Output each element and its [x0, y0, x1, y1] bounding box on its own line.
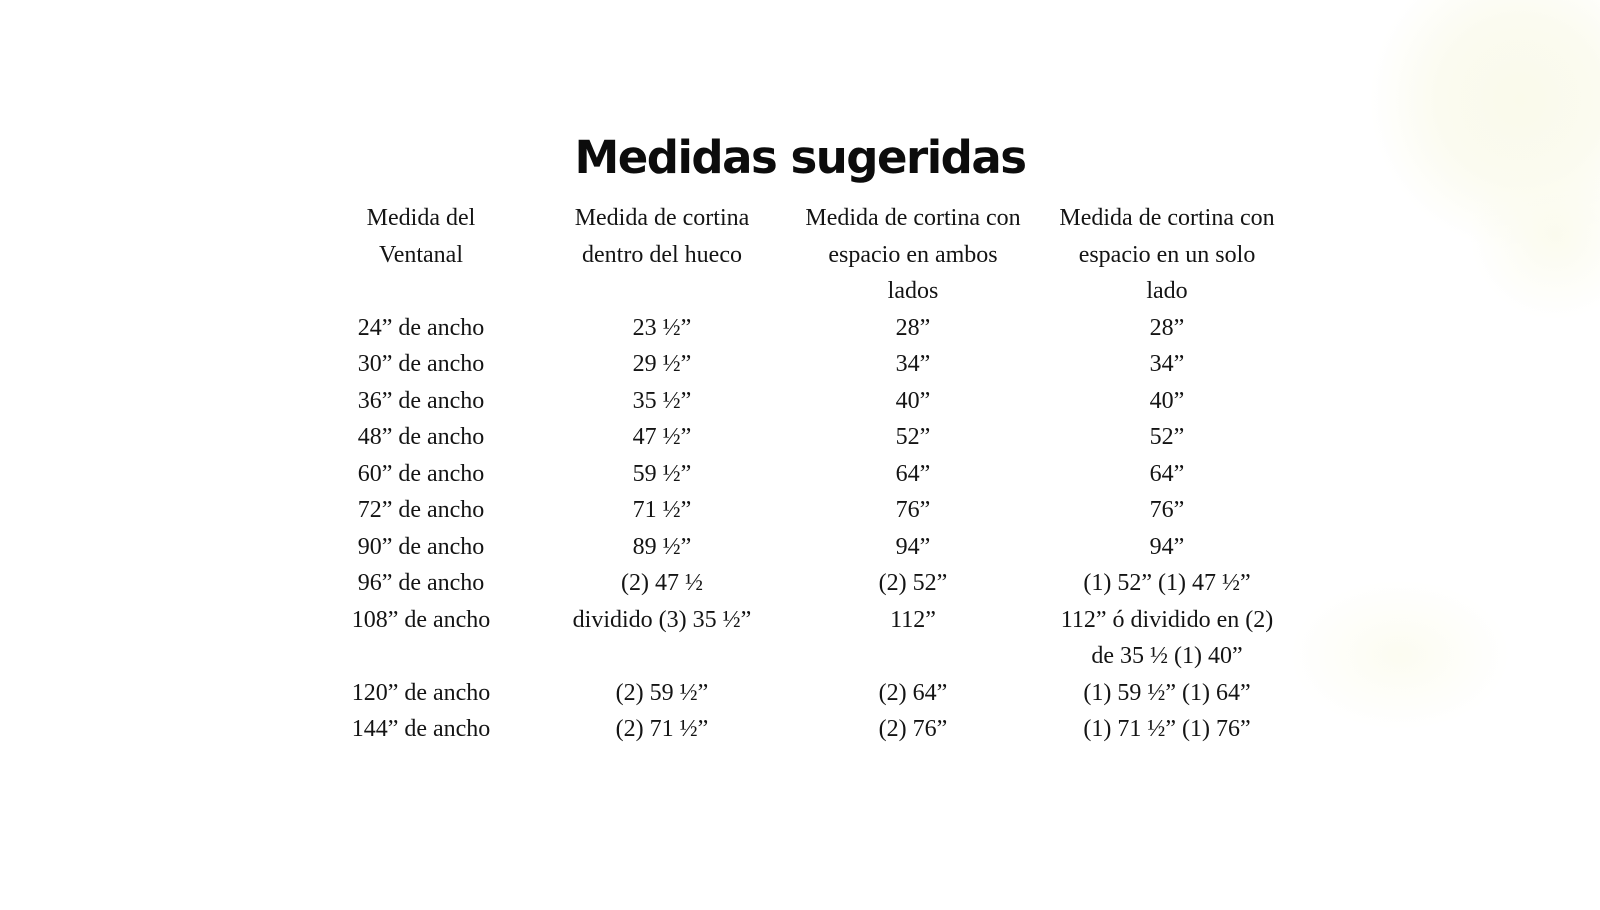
table-row: 24” de ancho 23 ½” 28” 28”	[305, 310, 1295, 347]
curtain-measure-cell: 112” ó dividido en (2) de 35 ½ (1) 40”	[1060, 606, 1274, 670]
curtain-measure-cell: (2) 76”	[878, 716, 948, 742]
curtain-measure-cell: 64”	[1149, 460, 1185, 487]
table-row: 90” de ancho 89 ½” 94” 94”	[305, 529, 1295, 566]
curtain-measure-cell: 34”	[1149, 351, 1185, 377]
curtain-measure-cell: 52”	[1149, 424, 1185, 450]
window-width-cell: 24” de ancho	[357, 314, 485, 341]
table-header: Medida del Ventanal Medida de cortina den…	[305, 200, 1295, 310]
curtain-measure-cell: 47 ½”	[632, 424, 692, 450]
curtain-measure-cell: 40”	[1149, 387, 1185, 414]
curtain-measure-cell: (2) 64”	[878, 679, 948, 706]
curtain-measure-cell: 23 ½”	[632, 314, 692, 341]
curtain-measure-cell: 89 ½”	[632, 533, 692, 560]
table-row: 108” de ancho dividido (3) 35 ½” 112” 112” …	[305, 602, 1295, 675]
window-width-cell: 30” de ancho	[357, 351, 485, 377]
curtain-measure-cell: 52”	[895, 424, 931, 450]
window-width-cell: 90” de ancho	[357, 533, 485, 560]
measurements-table: Medida del Ventanal Medida de cortina den…	[305, 200, 1295, 748]
curtain-measure-cell: 28”	[895, 314, 931, 341]
curtain-measure-cell: 76”	[895, 497, 931, 523]
table-row: 96” de ancho (2) 47 ½ (2) 52” (1) 52” (1) 4…	[305, 565, 1295, 602]
curtain-measure-cell: (1) 71 ½” (1) 76”	[1083, 716, 1251, 742]
window-width-cell: 72” de ancho	[357, 497, 485, 523]
curtain-measure-cell: dividido (3) 35 ½”	[572, 606, 752, 633]
table-row: 36” de ancho 35 ½” 40” 40”	[305, 383, 1295, 420]
column-header: Medida de cortina con espacio en un solo…	[1059, 205, 1275, 304]
page-title: Medidas sugeridas	[574, 131, 1028, 184]
window-width-cell: 96” de ancho	[357, 570, 485, 596]
curtain-measure-cell: (1) 52” (1) 47 ½”	[1083, 570, 1251, 596]
curtain-measure-cell: 94”	[1149, 533, 1185, 560]
curtain-measure-cell: 34”	[895, 351, 931, 377]
window-width-cell: 60” de ancho	[357, 460, 485, 487]
curtain-measure-cell: 59 ½”	[632, 460, 692, 487]
window-width-cell: 48” de ancho	[357, 424, 485, 450]
header-row: Medida del Ventanal Medida de cortina den…	[305, 200, 1295, 310]
curtain-measure-cell: (1) 59 ½” (1) 64”	[1083, 679, 1251, 706]
curtain-measure-cell: 112”	[890, 606, 936, 633]
table-row: 120” de ancho (2) 59 ½” (2) 64” (1) 59 ½” (…	[305, 675, 1295, 712]
curtain-measure-cell: (2) 52”	[878, 570, 948, 596]
table-row: 60” de ancho 59 ½” 64” 64”	[305, 456, 1295, 493]
window-width-cell: 144” de ancho	[351, 716, 491, 742]
table-row: 30” de ancho 29 ½” 34” 34”	[305, 346, 1295, 383]
table-row: 48” de ancho 47 ½” 52” 52”	[305, 419, 1295, 456]
curtain-measure-cell: 71 ½”	[632, 497, 692, 523]
curtain-measure-cell: (2) 71 ½”	[615, 716, 709, 742]
curtain-measure-cell: (2) 47 ½	[621, 570, 703, 596]
curtain-measure-cell: 76”	[1149, 497, 1185, 523]
column-header: Medida de cortina con espacio en ambos l…	[805, 205, 1021, 304]
curtain-measure-cell: (2) 59 ½”	[615, 679, 709, 706]
table-body: 24” de ancho 23 ½” 28” 28” 30” de ancho 29 ½”…	[305, 310, 1295, 748]
window-width-cell: 120” de ancho	[351, 679, 491, 706]
table-row: 144” de ancho (2) 71 ½” (2) 76” (1) 71 ½” (…	[305, 711, 1295, 748]
window-width-cell: 36” de ancho	[357, 387, 485, 414]
table-row: 72” de ancho 71 ½” 76” 76”	[305, 492, 1295, 529]
window-width-cell: 108” de ancho	[351, 606, 491, 633]
column-header: Medida del Ventanal	[366, 205, 476, 268]
curtain-measure-cell: 40”	[895, 387, 931, 414]
curtain-measure-cell: 64”	[895, 460, 931, 487]
curtain-measure-cell: 94”	[895, 533, 931, 560]
background-blob	[1290, 580, 1510, 730]
curtain-measure-cell: 35 ½”	[632, 387, 692, 414]
column-header: Medida de cortina dentro del hueco	[574, 205, 750, 268]
curtain-measure-cell: 28”	[1149, 314, 1185, 341]
curtain-measure-cell: 29 ½”	[632, 351, 692, 377]
